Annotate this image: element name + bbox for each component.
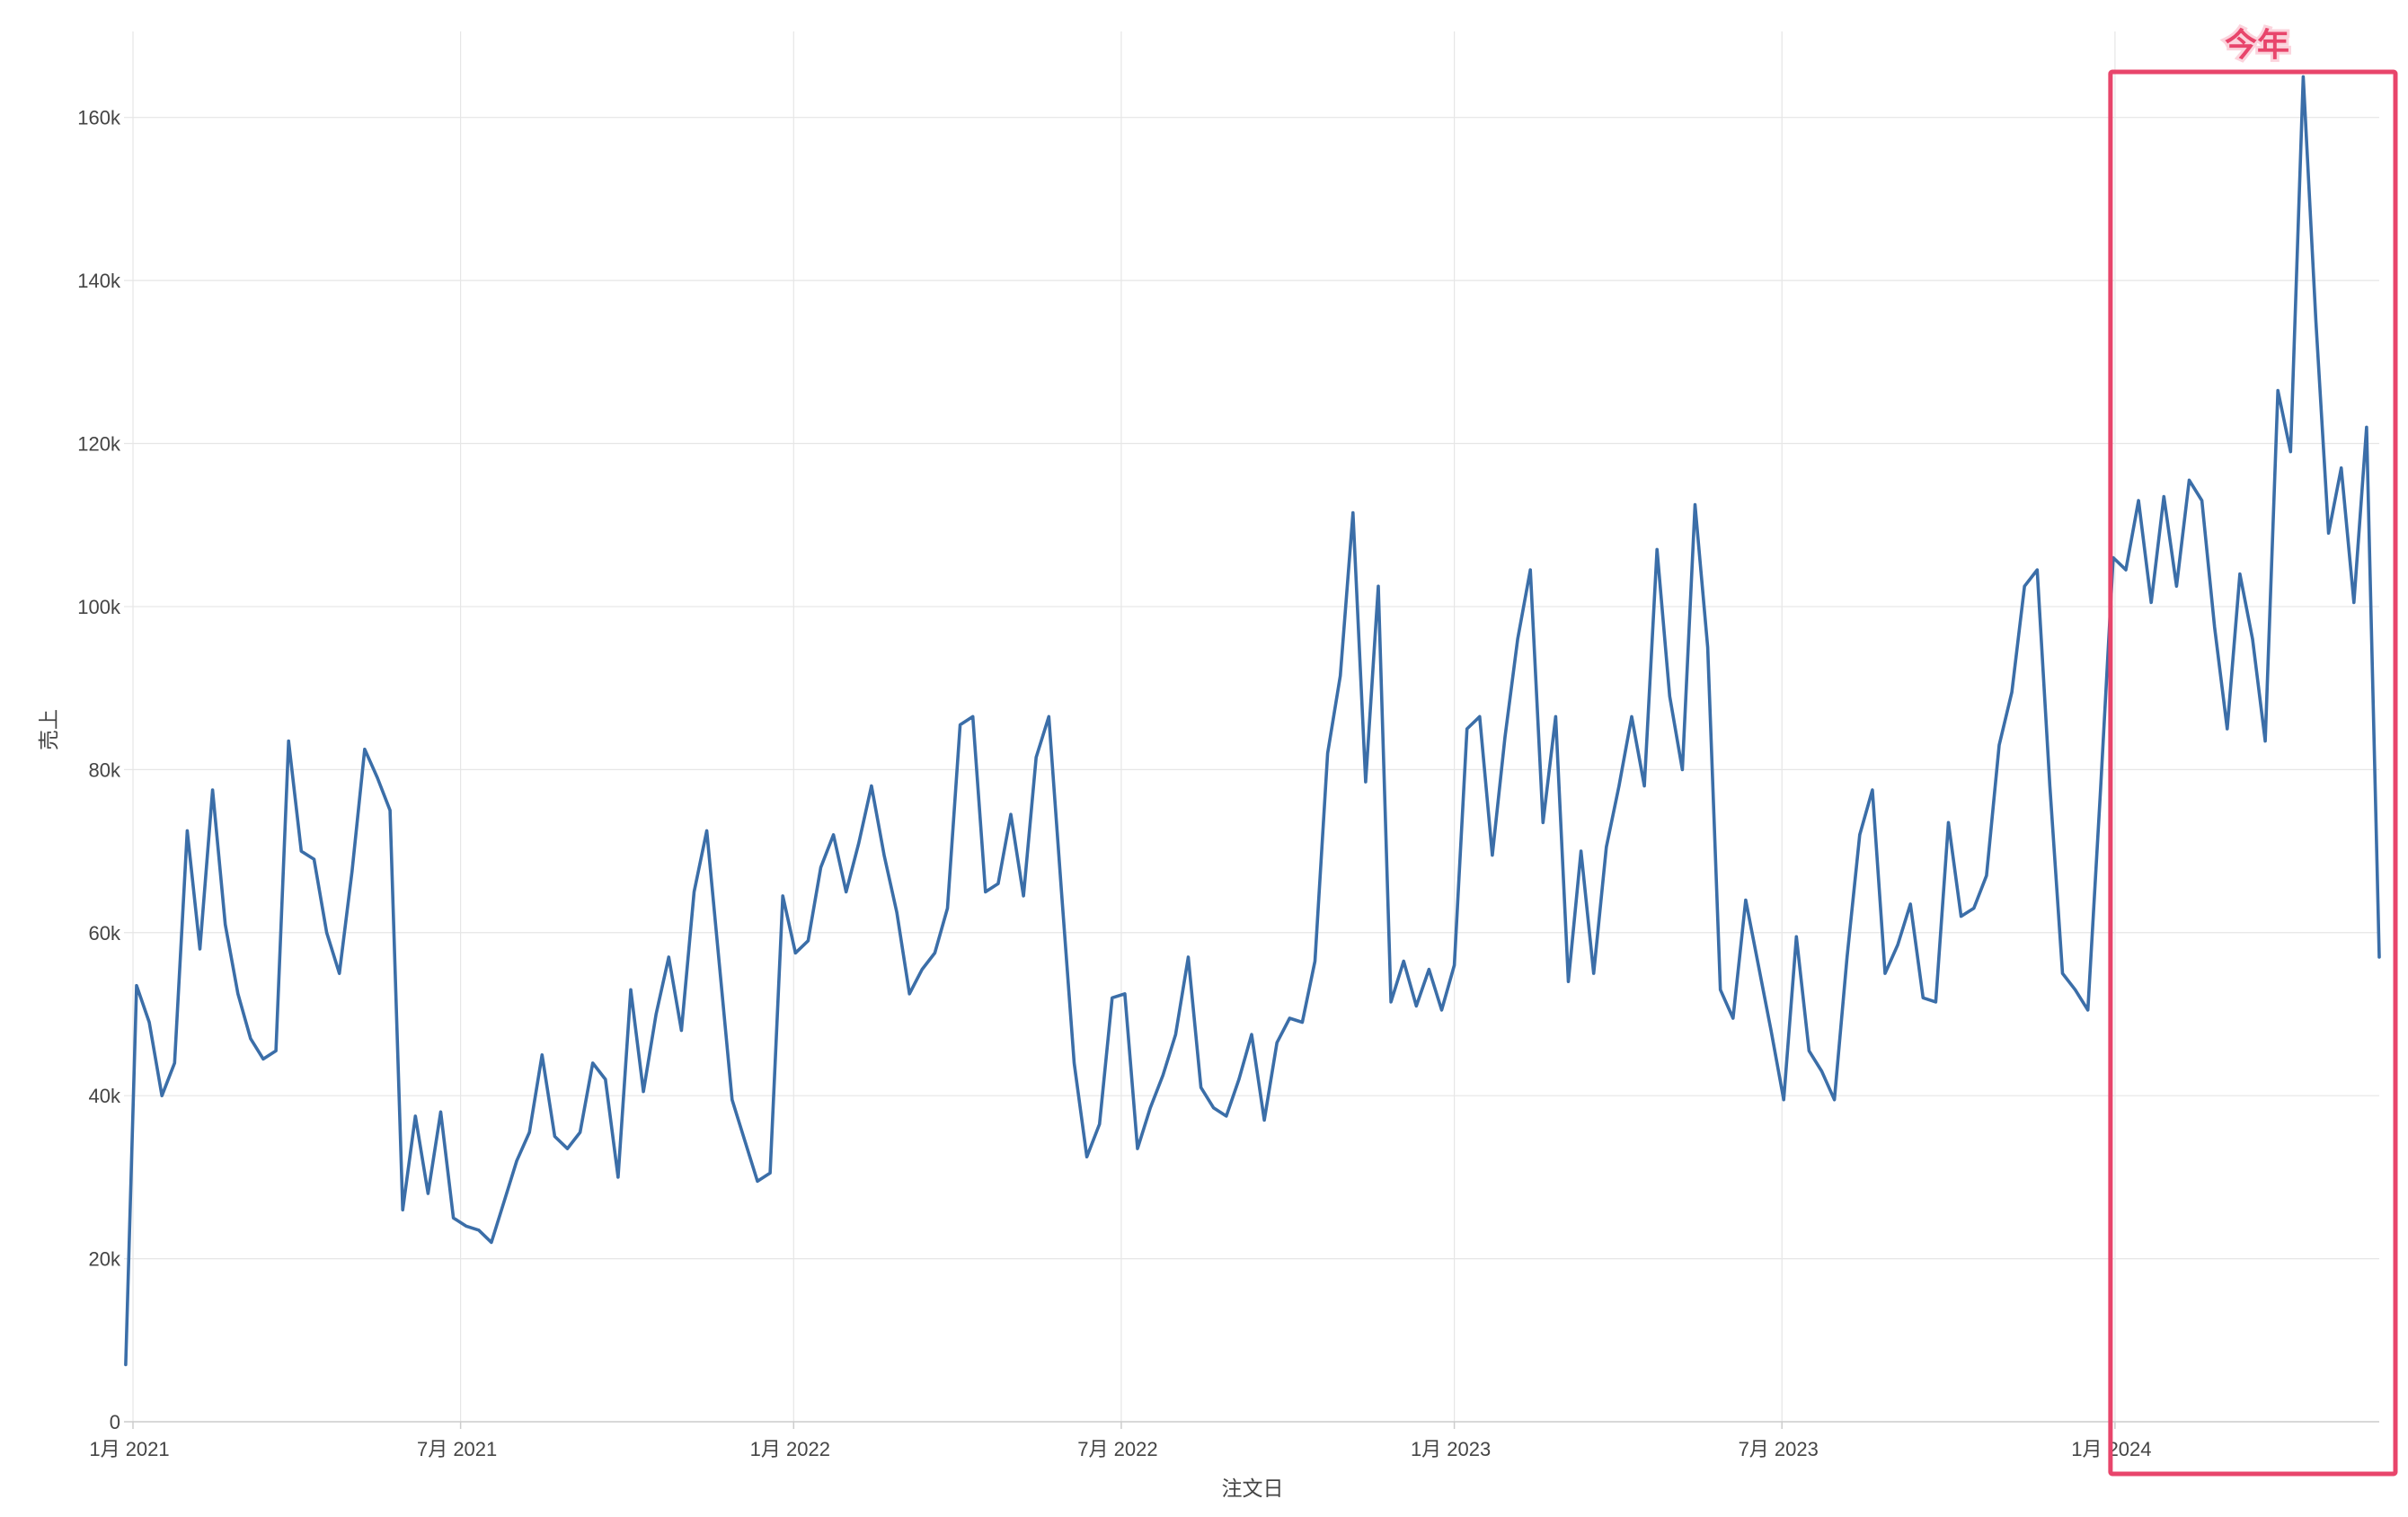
x-tick-label: 7月 2022	[1077, 1438, 1157, 1460]
y-tick-label: 140k	[77, 270, 121, 292]
annotation-layer: 今年	[2108, 24, 2398, 1477]
sales-series-line	[124, 75, 2381, 1367]
x-tick-label: 7月 2021	[417, 1438, 497, 1460]
y-tick-label: 20k	[89, 1248, 121, 1271]
gridlines	[124, 31, 2379, 1429]
y-tick-label: 0	[110, 1411, 120, 1433]
y-tick-label: 60k	[89, 922, 121, 945]
y-tick-label: 160k	[77, 107, 121, 129]
series-layer	[124, 75, 2381, 1367]
y-tick-label: 40k	[89, 1085, 121, 1107]
x-tick-label: 1月 2021	[89, 1438, 169, 1460]
y-tick-label: 80k	[89, 758, 121, 781]
y-tick-label: 120k	[77, 433, 121, 456]
x-axis-title: 注文日	[1222, 1477, 1284, 1501]
tick-labels: 0 20k 40k 60k 80k 100k 120k 140k 160k 1月 2021 7月 2…	[77, 107, 2151, 1460]
current-year-label: 今年	[2225, 27, 2289, 64]
x-tick-label: 1月 2022	[750, 1438, 830, 1460]
x-tick-label: 7月 2023	[1739, 1438, 1819, 1460]
y-tick-label: 100k	[77, 596, 121, 618]
current-year-highlight-box	[2108, 69, 2398, 1477]
x-tick-label: 1月 2023	[1411, 1438, 1491, 1460]
y-axis-title: 売上	[38, 709, 61, 750]
axes: 注文日 売上	[38, 709, 2379, 1501]
